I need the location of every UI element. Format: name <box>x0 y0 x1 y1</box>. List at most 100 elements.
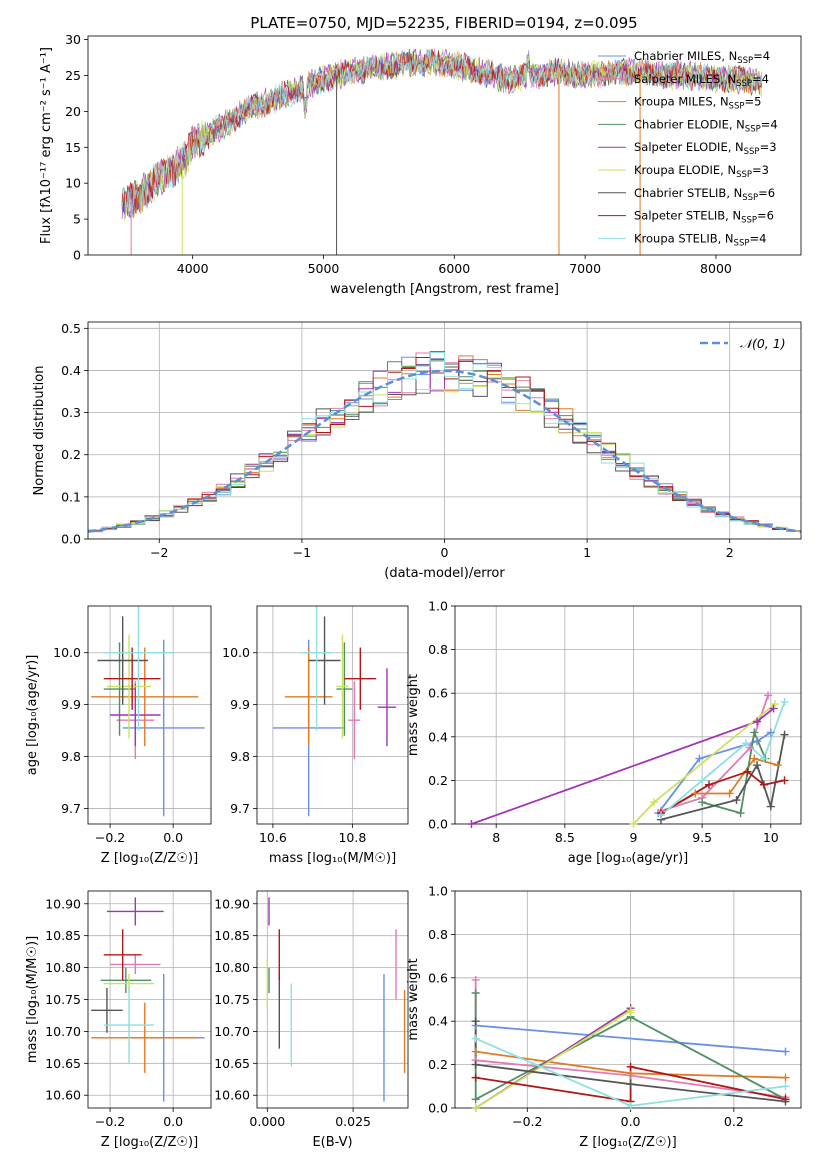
y-tick-label: 10.70 <box>45 1024 81 1039</box>
y-tick-label: 10.90 <box>214 896 250 911</box>
spectrum-line <box>121 48 763 213</box>
spectrum-line <box>121 48 763 215</box>
plot-layer: 4000 5000 6000 7000 8000051015202530waveleng… <box>25 32 802 1150</box>
weight-marker <box>764 691 773 700</box>
legend-text: Kroupa MILES, N <box>634 95 729 109</box>
legend-entry: 𝒩(0, 1) <box>740 336 786 351</box>
weight-marker <box>471 1095 480 1104</box>
figure-title: PLATE=0750, MJD=52235, FIBERID=0194, z=0… <box>250 14 637 32</box>
weight-marker <box>780 697 789 706</box>
legend-text: =6 <box>758 186 775 200</box>
y-tick-label: 10.65 <box>45 1056 81 1071</box>
spectrum-line <box>121 50 763 212</box>
legend-entry: Chabrier MILES, NSSP=4 <box>634 49 770 66</box>
weight-marker <box>471 1047 480 1056</box>
x-tick-label: 0.025 <box>335 1114 371 1129</box>
legend-text: =4 <box>749 231 766 245</box>
y-tick-label: 25 <box>65 68 81 83</box>
weight-marker <box>626 1101 635 1110</box>
weight-marker <box>766 728 775 737</box>
weight-marker <box>467 820 476 828</box>
weight-marker <box>781 1047 790 1056</box>
y-tick-label: 1.0 <box>428 599 448 614</box>
y-tick-label: 9.9 <box>230 697 250 712</box>
y-tick-label: 0.2 <box>428 773 448 788</box>
weight-marker <box>471 975 480 984</box>
weight-marker <box>780 776 789 785</box>
mass_vs_ebv-frame <box>256 890 409 1109</box>
weight-line <box>657 731 772 814</box>
y-tick-label: 10.70 <box>214 1024 250 1039</box>
y-tick-label: 0.0 <box>428 1101 448 1116</box>
y-tick-label: 0.8 <box>428 927 448 942</box>
legend-subscript: SSP <box>736 170 752 180</box>
mass_vs_Z-frame <box>87 890 212 1109</box>
x-tick-label: 8000 <box>700 261 732 276</box>
legend-entry: Kroupa MILES, NSSP=5 <box>634 95 761 112</box>
weight-marker <box>691 789 700 798</box>
weight-marker <box>656 811 665 820</box>
y-tick-label: 5 <box>73 212 81 227</box>
legend-text: =3 <box>760 140 777 154</box>
legend-subscript: SSP <box>737 56 753 66</box>
y-tick-label: 0.2 <box>428 1057 448 1072</box>
x-tick-label: 10.8 <box>338 830 366 845</box>
weight-marker <box>781 1082 790 1091</box>
y-tick-label: 0.2 <box>61 447 81 462</box>
legend-text: Kroupa ELODIE, N <box>634 163 736 177</box>
legend-text: =5 <box>744 95 761 109</box>
y-tick-label: 0.1 <box>61 489 81 504</box>
x-tick-label: −0.2 <box>512 1114 542 1129</box>
y-tick-label: 30 <box>65 32 81 47</box>
y-tick-label: 0.5 <box>61 321 81 336</box>
legend-text: Chabrier ELODIE, N <box>634 117 745 131</box>
residuals-xlabel: (data-model)/error <box>384 566 505 581</box>
weight_vs_Z-axes <box>451 890 802 1112</box>
age_vs_Z-frame <box>87 605 212 825</box>
age_vs_mass-xlabel: mass [log₁₀(M/M☉)] <box>269 851 396 866</box>
legend-entry: Chabrier STELIB, NSSP=6 <box>634 186 775 203</box>
x-tick-label: −0.2 <box>95 1114 125 1129</box>
weight-marker <box>626 1062 635 1071</box>
y-tick-label: 0.6 <box>428 686 448 701</box>
y-tick-label: 9.8 <box>230 749 250 764</box>
legend-text: Chabrier STELIB, N <box>634 186 742 200</box>
weight_vs_age-xlabel: age [log₁₀(age/yr)] <box>568 851 689 866</box>
weight-marker <box>750 754 759 763</box>
x-tick-label: 0 <box>441 545 449 560</box>
residuals-axes <box>84 321 802 543</box>
spectrum-plot-area <box>121 48 763 255</box>
legend-entry: Kroupa ELODIE, NSSP=3 <box>634 163 769 180</box>
legend-text: Salpeter STELIB, N <box>634 209 741 223</box>
y-tick-label: 20 <box>65 104 81 119</box>
weight-marker <box>766 802 775 811</box>
weight-marker <box>743 767 752 776</box>
residual-histogram <box>88 352 801 534</box>
y-tick-label: 10.75 <box>45 992 81 1007</box>
x-tick-label: 6000 <box>438 261 470 276</box>
weight_vs_age-ylabel: mass weight <box>406 674 421 756</box>
weight_vs_age-plot-area <box>455 606 801 824</box>
age_vs_Z-ylabel: age [log₁₀(age/yr)] <box>25 655 40 776</box>
legend-subscript: SSP <box>736 79 752 89</box>
legend-text: Kroupa STELIB, N <box>634 231 734 245</box>
x-tick-label: −1 <box>293 545 311 560</box>
spectrum-xlabel: wavelength [Angstrom, rest frame] <box>330 282 559 297</box>
x-tick-label: 0.0 <box>163 830 183 845</box>
y-tick-label: 10.60 <box>214 1088 250 1103</box>
weight-line <box>475 1008 632 1108</box>
y-tick-label: 10.65 <box>214 1056 250 1071</box>
legend-text: Chabrier MILES, N <box>634 49 737 63</box>
x-tick-label: 10.6 <box>259 830 287 845</box>
y-tick-label: 10 <box>65 176 81 191</box>
y-tick-label: 9.7 <box>61 801 81 816</box>
legend-subscript: SSP <box>741 216 757 226</box>
weight-marker <box>650 798 659 807</box>
weight-marker <box>742 739 751 748</box>
weight-marker <box>629 820 638 828</box>
weight-marker <box>471 1034 480 1043</box>
x-tick-label: 1 <box>583 545 591 560</box>
y-tick-label: 0.0 <box>428 817 448 832</box>
weight-marker <box>770 700 779 709</box>
age_vs_mass-plot-area <box>257 606 408 824</box>
